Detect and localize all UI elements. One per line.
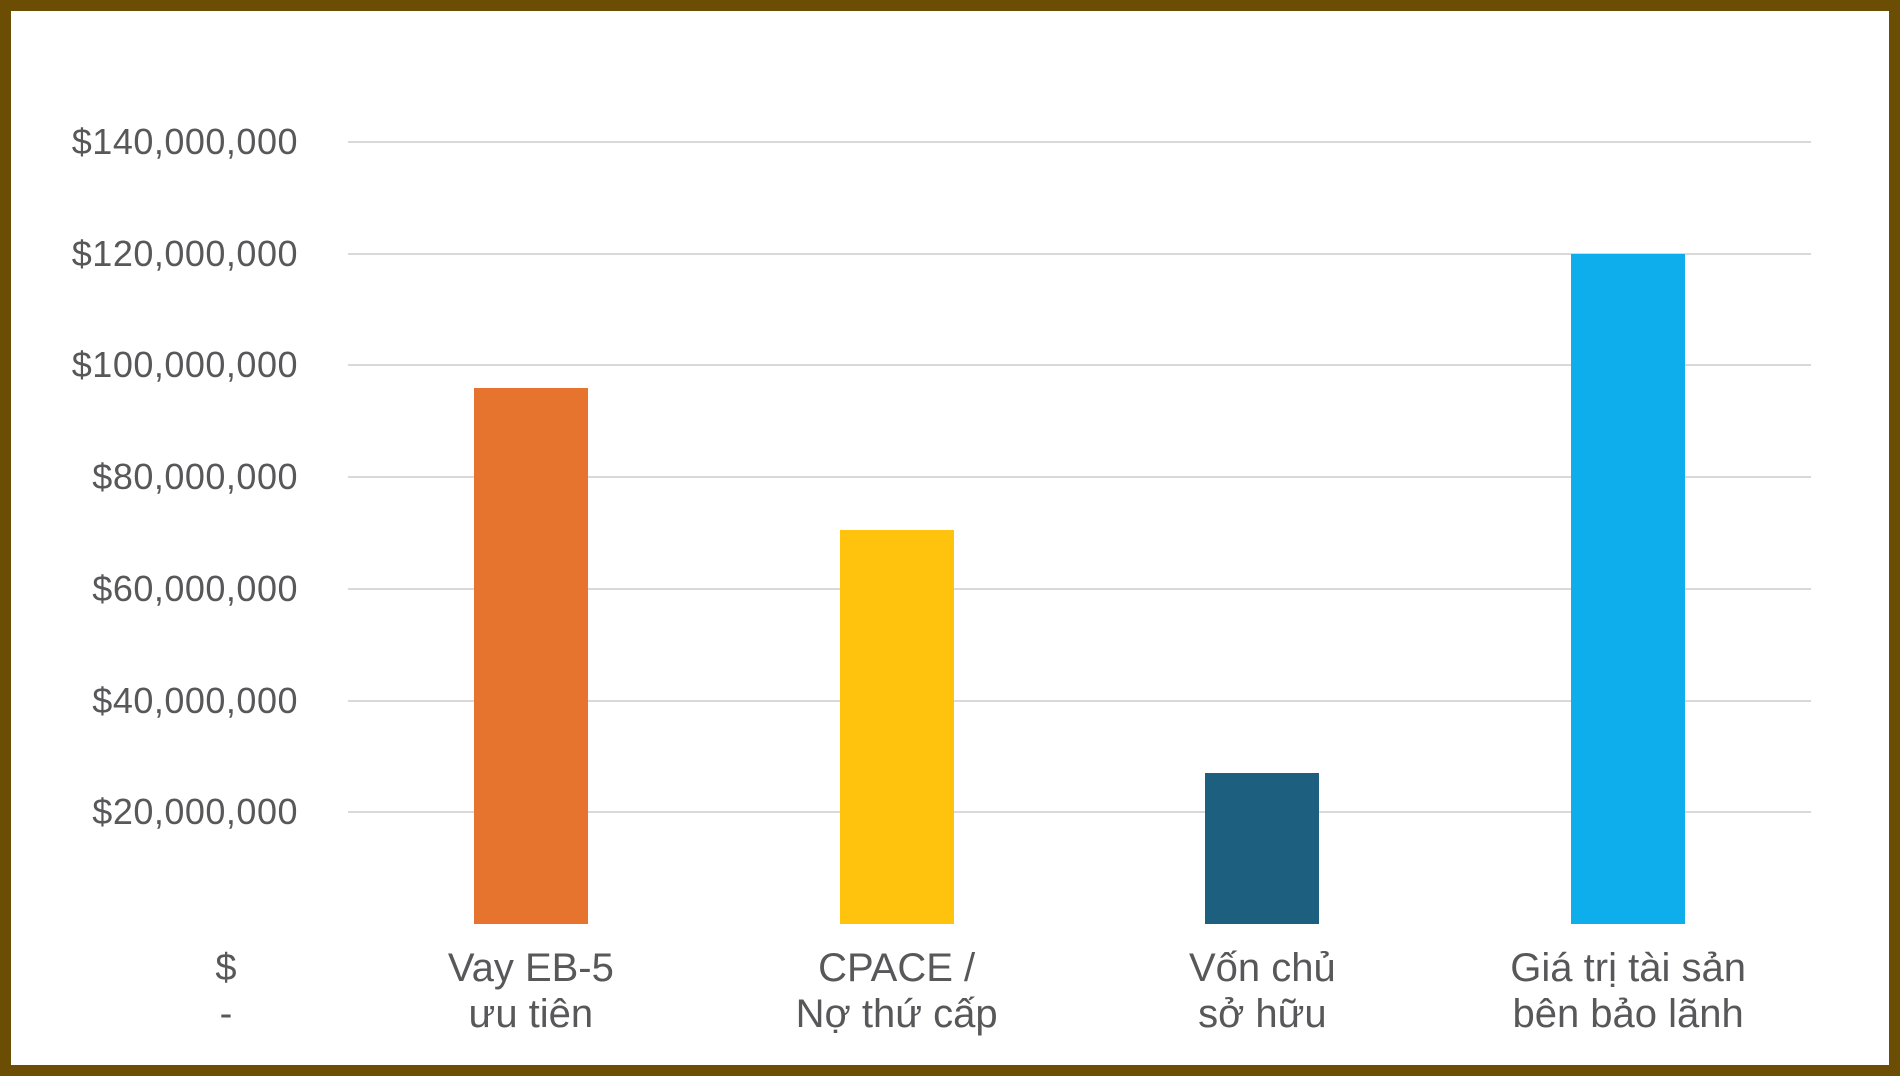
y-gridline — [348, 587, 1811, 590]
y-tick-label: $100,000,000 — [71, 344, 298, 386]
y-gridline — [348, 364, 1811, 367]
y-tick-label: $40,000,000 — [92, 679, 298, 721]
category-label: Giá trị tài sản bên bảo lãnh — [1510, 946, 1746, 1036]
y-tick-label: $140,000,000 — [71, 120, 298, 162]
y-tick-label: $60,000,000 — [92, 567, 298, 609]
y-gridline — [348, 811, 1811, 814]
y-tick-label: $120,000,000 — [71, 232, 298, 274]
plot-area: $140,000,000 $120,000,000 $100,000,000 $80,… — [11, 11, 1889, 1065]
y-gridline — [348, 476, 1811, 478]
category-label: CPACE / Nợ thứ cấp — [795, 946, 998, 1036]
bar — [473, 387, 588, 924]
bar — [1205, 773, 1320, 924]
y-tick-label: $20,000,000 — [92, 791, 298, 833]
y-zero-tick-label: $ - — [215, 947, 237, 1035]
bar — [1571, 253, 1686, 924]
y-gridline — [348, 699, 1811, 702]
y-gridline — [348, 140, 1811, 143]
y-tick-label: $80,000,000 — [92, 456, 298, 497]
category-label: Vay EB-5 ưu tiên — [447, 946, 614, 1036]
category-label: Vốn chủ sở hữu — [1188, 946, 1336, 1036]
bar — [839, 530, 954, 924]
y-gridline — [348, 252, 1811, 255]
